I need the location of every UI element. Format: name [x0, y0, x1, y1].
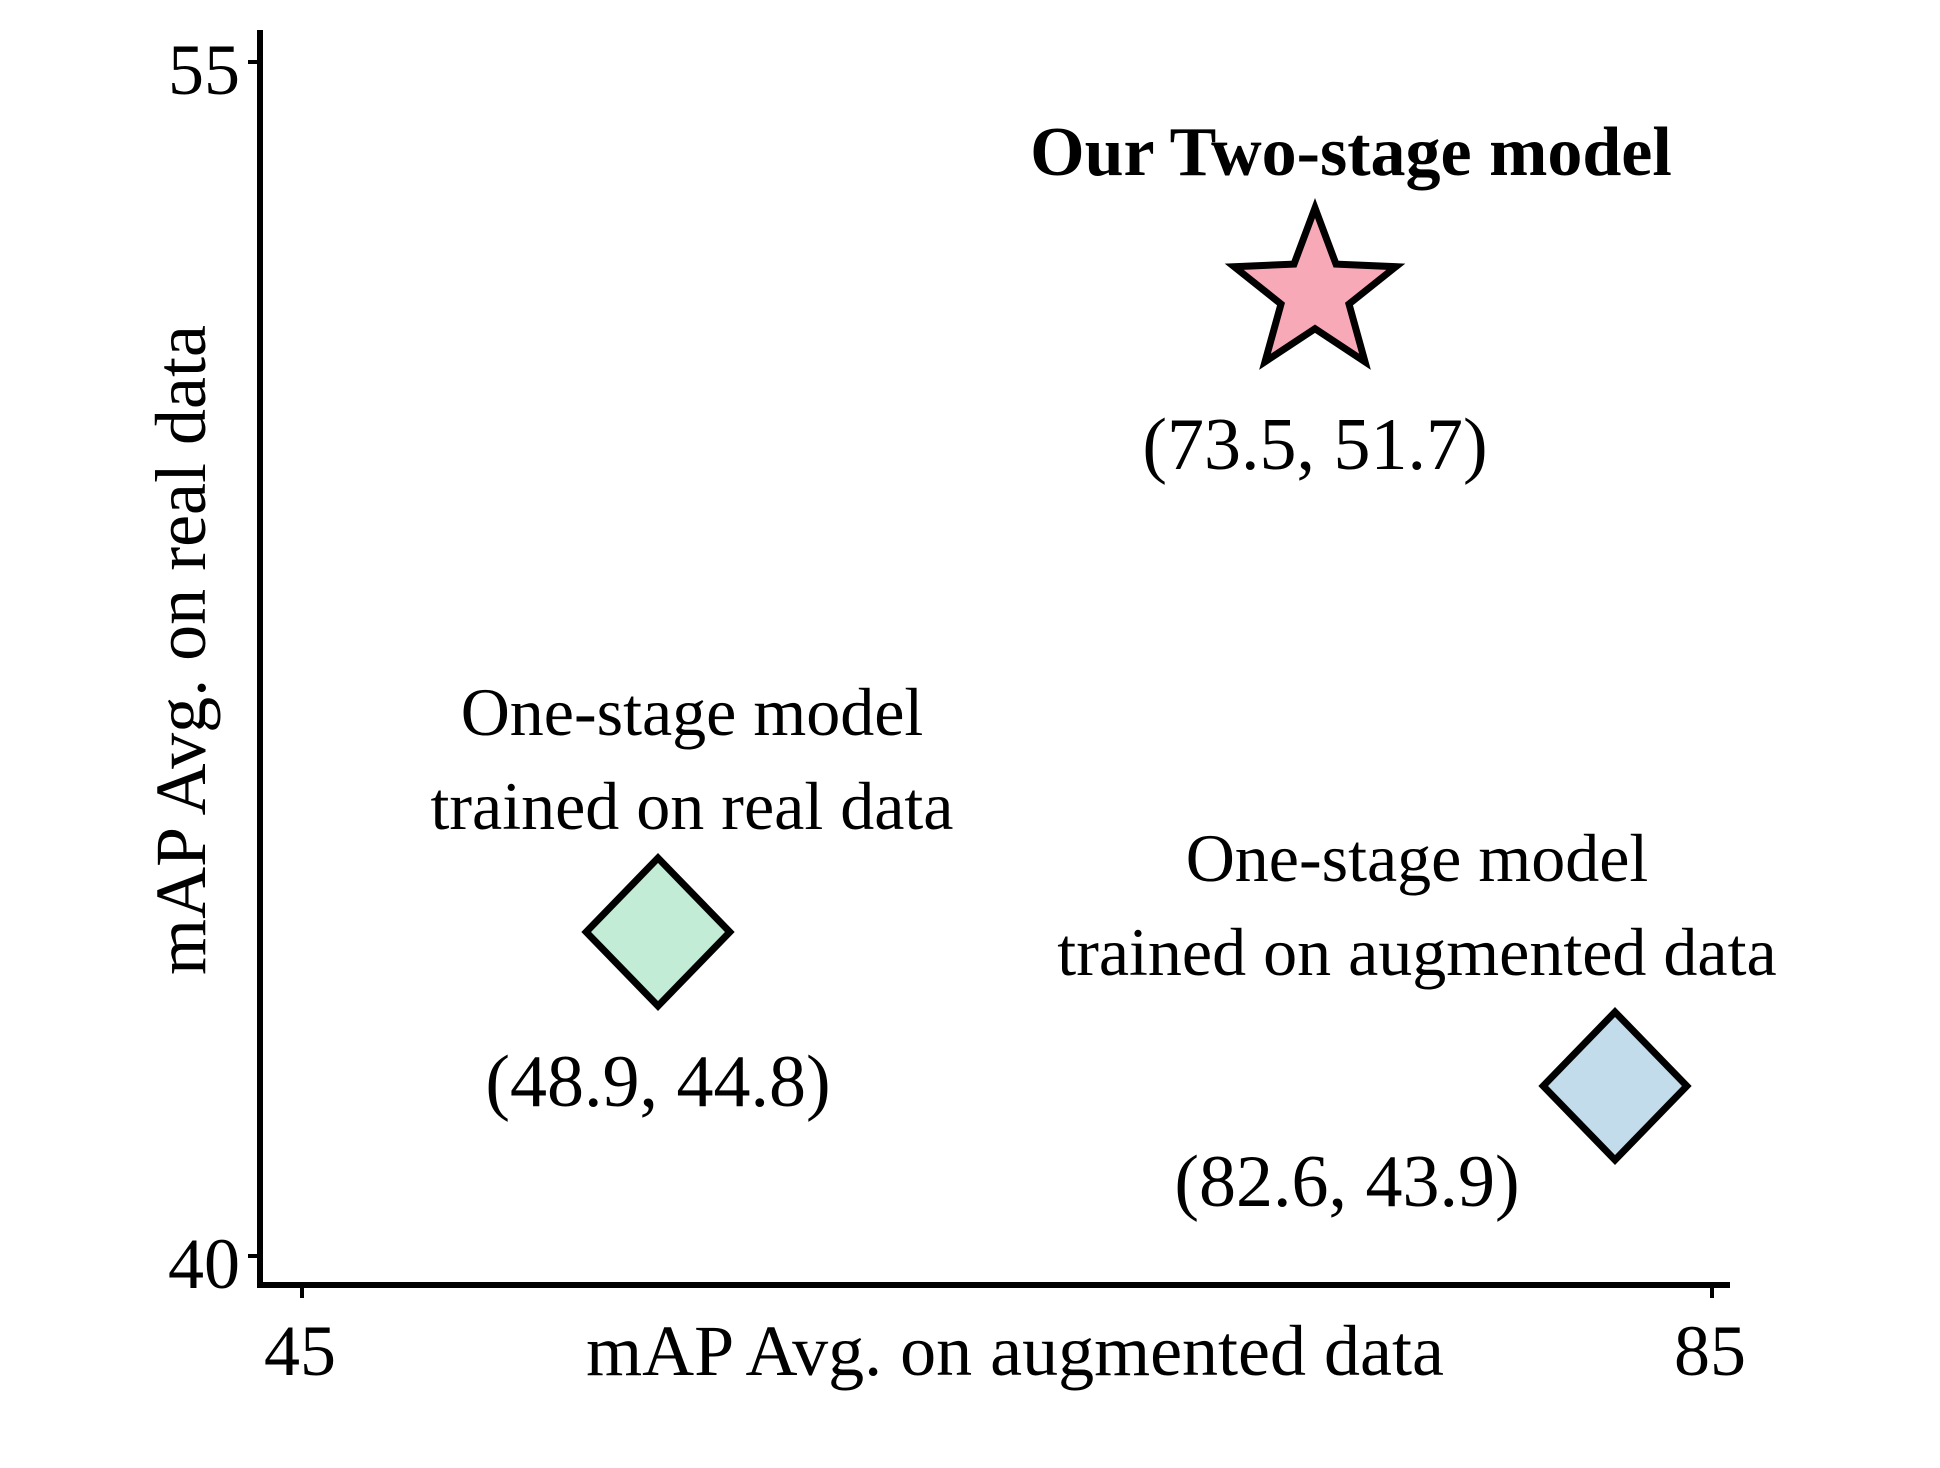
data-label: (82.6, 43.9): [1174, 1141, 1519, 1223]
x-tick-label-45: 45: [264, 1311, 336, 1391]
point-name-label: One-stage model: [461, 674, 924, 750]
x-tick-label-85: 85: [1674, 1311, 1746, 1391]
point-name-label: One-stage model: [1186, 820, 1649, 896]
data-label: (73.5, 51.7): [1142, 404, 1487, 486]
x-axis-label: mAP Avg. on augmented data: [586, 1311, 1444, 1391]
data-label: (48.9, 44.8): [485, 1041, 830, 1123]
y-axis-label: mAP Avg. on real data: [141, 325, 221, 975]
y-tick-label-55: 55: [168, 30, 240, 110]
point-name-label: trained on augmented data: [1057, 914, 1776, 990]
data-point-star: [1224, 198, 1406, 370]
point-name-label: Our Two-stage model: [1030, 114, 1672, 191]
data-point-diamond: [581, 852, 735, 1012]
data-point-diamond: [1538, 1006, 1692, 1166]
point-name-label: trained on real data: [431, 768, 954, 844]
y-tick-label-40: 40: [168, 1224, 240, 1304]
